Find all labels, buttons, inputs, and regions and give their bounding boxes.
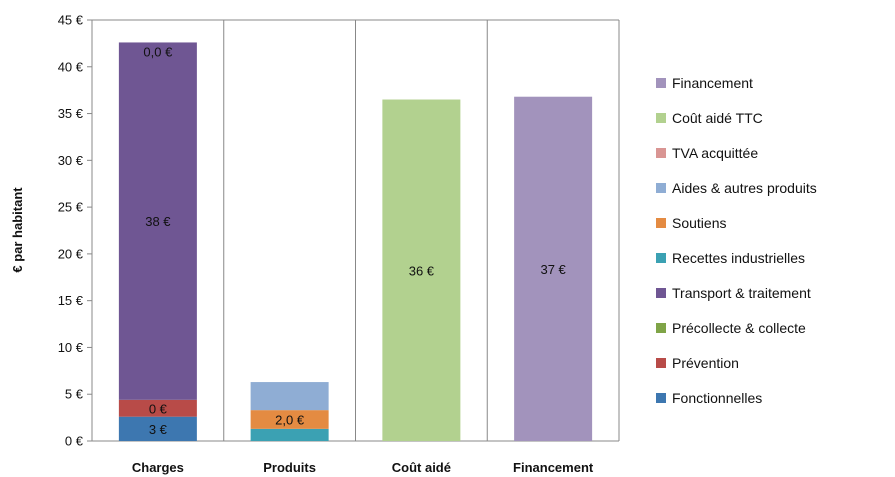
y-axis: 0 € 5 € 10 € 15 € 20 € 25 € 30 € 35 € 40 € 45 € (58, 13, 92, 449)
y-tick-label: 25 € (58, 200, 84, 215)
y-tick-label: 10 € (58, 340, 84, 355)
legend-swatch (656, 323, 666, 333)
x-category-label: Coût aidé (392, 460, 451, 475)
legend-entry: Précollecte & collecte (672, 320, 806, 336)
x-category-label: Charges (132, 460, 184, 475)
legend: Financement Coût aidé TTC TVA acquittée Aid… (656, 75, 817, 406)
legend-swatch (656, 183, 666, 193)
data-label: 0,0 € (143, 44, 173, 59)
data-label: 38 € (145, 214, 171, 229)
bar-segment (250, 410, 329, 429)
data-label: 2,0 € (275, 412, 305, 427)
y-axis-title: € par habitant (10, 187, 25, 273)
legend-swatch (656, 288, 666, 298)
legend-entry: TVA acquittée (672, 145, 758, 161)
legend-swatch (656, 148, 666, 158)
legend-entry: Soutiens (672, 215, 726, 231)
legend-swatch (656, 113, 666, 123)
legend-entry: Aides & autres produits (672, 180, 817, 196)
x-category-label: Produits (263, 460, 316, 475)
x-axis-categories: Charges Produits Coût aidé Financement (132, 460, 594, 475)
y-tick-label: 40 € (58, 59, 84, 74)
y-tick-label: 20 € (58, 246, 84, 261)
legend-entry: Financement (672, 75, 753, 91)
bar-segment (514, 96, 593, 442)
legend-swatch (656, 78, 666, 88)
y-tick-label: 45 € (58, 13, 84, 28)
bar-segment (382, 99, 461, 442)
legend-swatch (656, 218, 666, 228)
legend-entry: Fonctionnelles (672, 390, 762, 406)
bar-segment (250, 428, 329, 441)
bar-segment (250, 382, 329, 411)
y-tick-label: 35 € (58, 106, 84, 121)
legend-swatch (656, 393, 666, 403)
legend-entry: Prévention (672, 355, 739, 371)
bar-segment (118, 416, 197, 441)
data-label: 0 € (149, 401, 168, 416)
y-tick-label: 5 € (65, 387, 84, 402)
data-label: 37 € (540, 262, 566, 277)
y-tick-label: 15 € (58, 293, 84, 308)
bar-segment (118, 42, 197, 400)
legend-entry: Coût aidé TTC (672, 110, 763, 126)
bars-layer: 3 € 0 € 38 € 2,0 € 0,0 € 36 € 37 € (118, 42, 593, 442)
legend-entry: Recettes industrielles (672, 250, 805, 266)
y-tick-label: 30 € (58, 153, 84, 168)
legend-entry: Transport & traitement (672, 285, 811, 301)
y-tick-label: 0 € (65, 434, 84, 449)
x-category-label: Financement (513, 460, 594, 475)
bar-segment (118, 399, 197, 417)
data-label: 36 € (409, 263, 435, 278)
legend-swatch (656, 358, 666, 368)
legend-swatch (656, 253, 666, 263)
data-label: 3 € (149, 422, 168, 437)
